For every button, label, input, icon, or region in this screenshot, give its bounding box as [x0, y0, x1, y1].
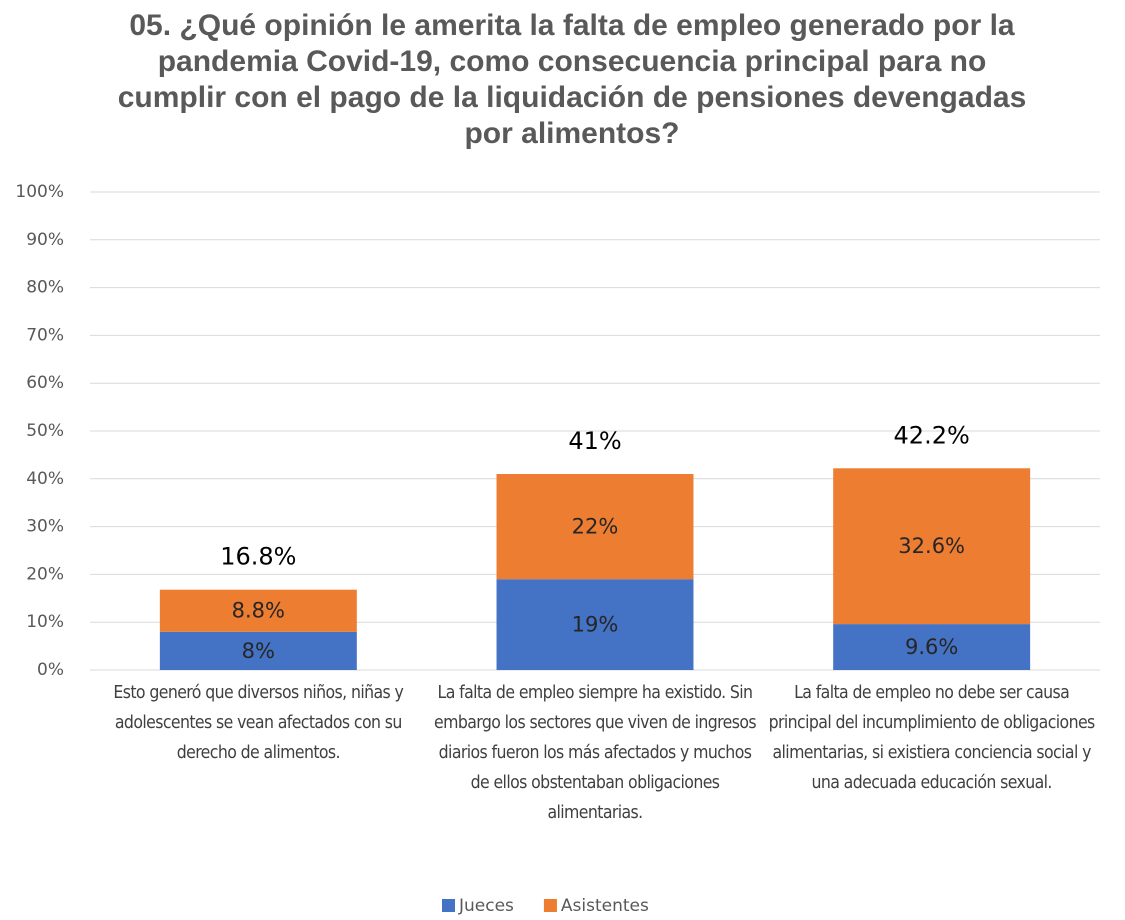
- y-tick-label: 90%: [26, 230, 64, 250]
- data-label: 8.8%: [232, 599, 285, 623]
- y-tick-label: 100%: [15, 182, 64, 202]
- total-label: 16.8%: [220, 543, 296, 571]
- data-label: 8%: [242, 639, 275, 663]
- x-tick-label: La falta de empleo no debe ser causa pri…: [768, 683, 1096, 793]
- data-label: 32.6%: [898, 534, 965, 558]
- y-tick-label: 20%: [26, 564, 64, 584]
- y-tick-label: 80%: [26, 278, 64, 298]
- chart-title: 05. ¿Qué opinión le amerita la falta de …: [117, 9, 1027, 150]
- data-label: 19%: [572, 613, 619, 637]
- y-tick-label: 40%: [26, 469, 64, 489]
- y-tick-label: 10%: [26, 612, 64, 632]
- legend-label: Jueces: [458, 896, 514, 916]
- bar-segment: [159, 589, 357, 632]
- y-tick-label: 30%: [26, 517, 64, 537]
- y-tick-label: 70%: [26, 325, 64, 345]
- bar-segment: [496, 579, 694, 670]
- y-tick-label: 0%: [37, 660, 64, 680]
- x-tick-label: Esto generó que diversos niños, niñas y …: [113, 683, 404, 763]
- y-tick-label: 60%: [26, 373, 64, 393]
- total-label: 41%: [568, 427, 621, 455]
- data-label: 22%: [572, 515, 619, 539]
- total-label: 42.2%: [894, 421, 970, 449]
- legend-label: Asistentes: [561, 896, 649, 916]
- bar-segment: [833, 468, 1031, 625]
- data-label: 9.6%: [905, 635, 958, 659]
- legend-swatch: [543, 899, 557, 912]
- legend-swatch: [442, 899, 455, 912]
- bar-segment: [833, 624, 1031, 670]
- bar-segment: [159, 631, 357, 670]
- x-tick-label: La falta de empleo siempre ha existido. …: [434, 683, 757, 823]
- y-tick-label: 50%: [26, 421, 64, 441]
- bar-segment: [496, 474, 694, 580]
